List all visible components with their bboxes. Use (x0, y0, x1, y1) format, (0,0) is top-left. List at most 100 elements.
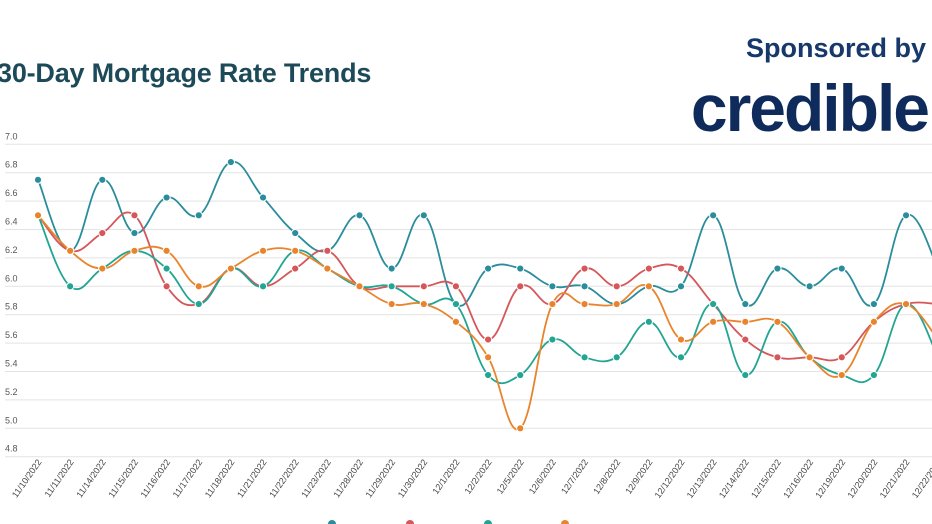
sponsored-by-label: Sponsored by (745, 33, 926, 63)
data-point-series-1 (837, 264, 846, 273)
data-point-series-4 (162, 246, 171, 255)
legend-marker-series-4 (561, 520, 569, 524)
data-point-series-3 (258, 282, 268, 291)
data-point-series-1 (162, 193, 171, 202)
data-point-series-2 (644, 264, 653, 273)
data-point-series-3 (869, 370, 879, 380)
data-point-series-3 (516, 370, 525, 380)
series-line-4 (37, 214, 932, 431)
data-point-series-1 (805, 282, 814, 291)
y-tick-label: 5.6 (5, 330, 18, 340)
y-tick-label: 6.4 (5, 217, 18, 227)
data-point-series-1 (548, 282, 557, 291)
x-tick-label: 11/10/2022 (10, 457, 44, 499)
x-tick-label: 12/19/2022 (813, 457, 847, 500)
data-point-series-4 (387, 299, 396, 309)
x-tick-label: 12/15/2022 (749, 457, 783, 500)
data-point-series-2 (484, 335, 493, 344)
x-tick-label: 12/9/2022 (623, 457, 654, 496)
data-point-series-2 (291, 264, 300, 273)
data-point-series-4 (548, 299, 557, 309)
y-tick-label: 5.8 (5, 302, 18, 312)
data-point-series-1 (33, 175, 43, 184)
y-tick-label: 6.6 (5, 188, 18, 198)
data-point-series-1 (709, 211, 718, 220)
data-point-series-4 (130, 246, 139, 255)
x-tick-label: 12/5/2022 (495, 457, 526, 496)
data-point-series-1 (676, 282, 686, 291)
data-point-series-3 (580, 353, 589, 362)
y-tick-label: 7.0 (5, 131, 18, 141)
data-point-series-3 (548, 335, 557, 344)
legend-marker-series-3 (484, 520, 492, 524)
data-point-series-4 (258, 246, 268, 255)
x-tick-label: 12/6/2022 (527, 457, 558, 496)
data-point-series-3 (676, 353, 686, 362)
data-point-series-3 (709, 299, 718, 309)
data-point-series-2 (516, 282, 525, 291)
x-tick-label: 12/22/2022 (910, 457, 932, 500)
data-point-series-4 (773, 317, 782, 326)
x-tick-label: 12/16/2022 (781, 457, 815, 500)
x-tick-label: 12/2/2022 (463, 457, 494, 496)
data-point-series-4 (226, 264, 235, 273)
data-point-series-4 (580, 299, 589, 309)
y-tick-label: 4.8 (5, 444, 18, 454)
data-point-series-2 (837, 353, 846, 362)
data-point-series-2 (773, 353, 782, 362)
data-point-series-1 (773, 264, 782, 273)
data-point-series-3 (162, 264, 171, 273)
data-point-series-3 (451, 299, 461, 309)
data-point-series-3 (387, 282, 396, 291)
series-line-3 (37, 214, 932, 385)
data-point-series-2 (612, 282, 621, 291)
x-tick-label: 11/14/2022 (74, 457, 108, 499)
data-point-series-2 (741, 335, 750, 344)
data-point-series-4 (98, 264, 107, 273)
data-point-series-4 (612, 299, 621, 309)
data-point-series-4 (741, 317, 750, 326)
x-tick-label: 11/18/2022 (203, 457, 237, 499)
data-point-series-4 (644, 282, 653, 291)
data-point-series-2 (98, 228, 107, 238)
data-point-series-4 (451, 317, 461, 326)
x-tick-label: 11/23/2022 (299, 457, 333, 499)
y-tick-label: 6.8 (5, 160, 18, 170)
x-tick-label: 12/12/2022 (653, 457, 687, 500)
data-point-series-1 (98, 175, 107, 184)
data-point-series-2 (162, 282, 171, 291)
data-point-series-4 (419, 299, 428, 309)
data-point-series-3 (644, 317, 653, 326)
series-line-1 (37, 161, 932, 307)
data-point-series-1 (387, 264, 396, 273)
x-tick-label: 11/21/2022 (235, 457, 269, 499)
data-point-series-4 (837, 370, 846, 380)
legend-marker-series-1 (328, 520, 336, 524)
x-tick-label: 11/30/2022 (396, 457, 430, 499)
x-tick-label: 11/28/2022 (331, 457, 365, 499)
x-tick-label: 12/7/2022 (559, 457, 590, 496)
data-point-series-4 (194, 282, 203, 291)
data-point-series-4 (869, 317, 879, 326)
data-point-series-1 (580, 282, 589, 291)
data-point-series-1 (226, 157, 235, 167)
data-point-series-1 (741, 299, 750, 309)
y-tick-label: 5.2 (5, 387, 18, 397)
y-tick-label: 6.2 (5, 245, 18, 255)
x-tick-label: 11/29/2022 (364, 457, 398, 499)
data-point-series-2 (451, 282, 461, 291)
data-point-series-3 (741, 370, 750, 380)
data-point-series-4 (355, 282, 364, 291)
data-point-series-4 (33, 211, 43, 220)
data-point-series-4 (484, 353, 493, 362)
chart-title: 30-Day Mortgage Rate Trends (0, 58, 372, 88)
data-point-series-1 (901, 211, 911, 220)
x-tick-label: 12/21/2022 (878, 457, 912, 500)
y-tick-label: 6.0 (5, 273, 18, 283)
data-point-series-4 (676, 335, 686, 344)
x-tick-label: 12/13/2022 (685, 457, 719, 500)
data-point-series-3 (194, 299, 203, 309)
data-point-series-2 (419, 282, 428, 291)
data-point-series-4 (901, 299, 911, 309)
data-point-series-4 (291, 246, 300, 255)
